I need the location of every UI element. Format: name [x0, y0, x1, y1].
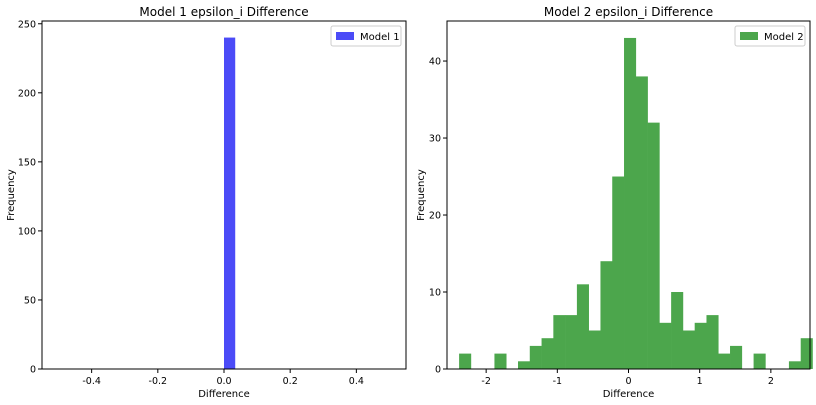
y-tick-label: 150 — [18, 157, 36, 168]
histogram-bar — [529, 345, 542, 369]
histogram-bar — [541, 338, 554, 369]
y-tick-label: 200 — [18, 88, 36, 99]
histogram-bar — [565, 315, 578, 369]
x-tick-label: 1 — [697, 376, 703, 387]
histogram-bar — [647, 122, 660, 369]
chart-title: Model 2 epsilon_i Difference — [544, 5, 713, 19]
x-tick-label: 0 — [625, 376, 631, 387]
legend: Model 1 — [330, 25, 402, 47]
histogram-bar — [224, 37, 236, 369]
x-tick-label: 2 — [768, 376, 774, 387]
histogram-bar — [600, 261, 613, 369]
histogram-bar — [518, 361, 531, 369]
histogram-bar — [588, 330, 601, 369]
histogram-bar — [624, 37, 637, 369]
y-tick-label: 0 — [435, 365, 441, 376]
y-tick-label: 0 — [30, 365, 36, 376]
histogram-bar — [718, 353, 731, 369]
histogram-bar — [682, 330, 695, 369]
x-tick-label: -2 — [481, 376, 490, 387]
y-tick-label: 100 — [18, 226, 36, 237]
y-tick-label: 50 — [24, 295, 36, 306]
x-tick-label: -0.2 — [149, 376, 168, 387]
bars — [224, 37, 236, 369]
histogram-bar — [612, 176, 625, 369]
histogram-bar — [494, 353, 507, 369]
y-tick-label: 250 — [18, 19, 36, 30]
chart-1: -0.4 -0.2 0.0 0.2 0.4 0 50 100 150 200 250 Model 1 … — [6, 5, 407, 400]
x-tick-label: -0.4 — [82, 376, 101, 387]
x-tick-label: 0.4 — [349, 376, 364, 387]
histogram-bar — [659, 322, 672, 369]
legend-label: Model 1 — [360, 32, 400, 43]
histogram-bar — [788, 361, 802, 369]
histogram-bar — [800, 338, 813, 369]
histogram-bar — [553, 315, 566, 369]
histogram-bar — [576, 284, 589, 369]
y-tick-label: 20 — [429, 211, 441, 222]
legend: Model 2 — [734, 25, 806, 47]
legend-box — [330, 25, 402, 47]
y-axis-label: Frequency — [416, 169, 427, 221]
bars — [459, 37, 813, 370]
histogram-bar — [459, 353, 472, 369]
legend-swatch — [740, 32, 758, 40]
chart-title: Model 1 epsilon_i Difference — [139, 5, 308, 19]
y-axis-label: Frequency — [6, 169, 17, 221]
x-tick-label: 0.2 — [283, 376, 298, 387]
legend-box — [734, 25, 806, 47]
y-tick-label: 40 — [429, 57, 441, 68]
x-tick-label: 0.0 — [216, 376, 231, 387]
x-tick-label: -1 — [553, 376, 562, 387]
y-tick-label: 30 — [429, 134, 441, 145]
histogram-bar — [635, 76, 648, 370]
histogram-bar — [706, 315, 719, 369]
x-axis-label: Difference — [603, 389, 655, 400]
histogram-bar — [730, 345, 743, 369]
legend-label: Model 2 — [764, 32, 804, 43]
histogram-bar — [671, 292, 684, 369]
x-axis-label: Difference — [198, 389, 250, 400]
histogram-bar — [753, 353, 766, 369]
legend-swatch — [336, 32, 354, 40]
y-tick-label: 10 — [429, 288, 441, 299]
histogram-bar — [694, 322, 707, 369]
